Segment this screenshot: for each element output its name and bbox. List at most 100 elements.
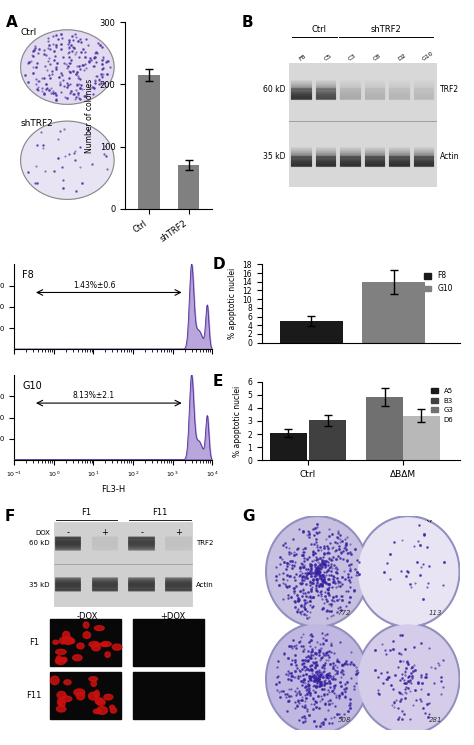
Ellipse shape (110, 708, 117, 713)
Ellipse shape (105, 652, 110, 657)
Bar (309, 420, 346, 460)
Y-axis label: % apoptotic nuclei: % apoptotic nuclei (233, 385, 242, 457)
Text: TRF2: TRF2 (196, 540, 214, 546)
Bar (50, 618, 121, 666)
Ellipse shape (76, 692, 85, 700)
Ellipse shape (73, 655, 82, 661)
Text: Actin: Actin (196, 582, 214, 588)
Ellipse shape (63, 636, 73, 644)
Y-axis label: Number of colonies: Number of colonies (85, 78, 94, 153)
Ellipse shape (64, 680, 71, 685)
Ellipse shape (63, 631, 70, 639)
Ellipse shape (74, 689, 85, 696)
Bar (270, 433, 307, 460)
Ellipse shape (56, 706, 66, 712)
Text: DOX: DOX (35, 530, 50, 536)
Bar (133, 618, 204, 666)
Ellipse shape (57, 699, 63, 706)
Ellipse shape (61, 696, 72, 702)
Bar (280, 321, 343, 343)
Ellipse shape (53, 640, 59, 644)
Text: 113: 113 (429, 610, 442, 616)
Text: +: + (101, 528, 108, 537)
Text: G10: G10 (22, 381, 42, 391)
Ellipse shape (268, 518, 367, 625)
Bar (363, 282, 425, 343)
Ellipse shape (357, 623, 460, 735)
Ellipse shape (83, 622, 89, 628)
Ellipse shape (109, 706, 115, 709)
Ellipse shape (97, 706, 108, 714)
Text: TRF2: TRF2 (440, 85, 459, 94)
Bar (138, 75, 160, 209)
Y-axis label: % apoptotic nuclei: % apoptotic nuclei (228, 268, 237, 339)
Ellipse shape (68, 638, 75, 644)
Text: F1: F1 (81, 508, 91, 517)
Ellipse shape (59, 700, 65, 707)
Text: D: D (212, 256, 225, 272)
Legend: A5, B3, G3, D6: A5, B3, G3, D6 (428, 385, 456, 425)
Ellipse shape (91, 644, 100, 651)
Text: F1: F1 (29, 638, 39, 647)
Text: -: - (66, 528, 69, 537)
Bar (54, 522, 192, 606)
Ellipse shape (94, 626, 104, 630)
Text: F11: F11 (268, 670, 283, 679)
Ellipse shape (57, 691, 66, 699)
Text: G: G (242, 510, 255, 524)
Text: -DOX: -DOX (314, 520, 336, 529)
Text: F11: F11 (153, 508, 168, 517)
Ellipse shape (89, 676, 98, 681)
Text: F8: F8 (22, 270, 34, 280)
Ellipse shape (359, 518, 458, 625)
Ellipse shape (101, 642, 107, 647)
Text: B: B (242, 15, 254, 30)
Ellipse shape (93, 709, 101, 714)
Text: 35 kD: 35 kD (29, 582, 50, 588)
Text: F11: F11 (27, 691, 42, 700)
Text: 8.13%±2.1: 8.13%±2.1 (73, 391, 115, 400)
Bar (178, 165, 200, 209)
Ellipse shape (83, 632, 91, 638)
Text: D2: D2 (397, 52, 407, 62)
Ellipse shape (357, 516, 460, 627)
Text: +DOX: +DOX (408, 520, 433, 529)
Text: -DOX: -DOX (77, 612, 98, 621)
Text: 60 kD: 60 kD (29, 540, 50, 546)
Ellipse shape (268, 625, 367, 732)
Legend: F8, G10: F8, G10 (420, 268, 456, 297)
Text: 772: 772 (337, 610, 351, 616)
Text: F1: F1 (268, 562, 278, 571)
Text: Ctrl: Ctrl (20, 28, 37, 37)
Bar (133, 672, 204, 720)
Text: C3: C3 (347, 53, 357, 62)
Text: G10: G10 (421, 50, 435, 62)
Ellipse shape (94, 691, 100, 698)
Ellipse shape (91, 681, 96, 686)
Ellipse shape (101, 641, 111, 647)
Ellipse shape (20, 30, 114, 104)
Text: 1.43%±0.6: 1.43%±0.6 (73, 281, 115, 290)
Text: Actin: Actin (440, 152, 459, 161)
Ellipse shape (50, 676, 59, 685)
Ellipse shape (112, 644, 122, 650)
Ellipse shape (97, 700, 105, 706)
Text: shTRF2: shTRF2 (371, 25, 401, 34)
Ellipse shape (77, 643, 84, 649)
Text: 60 kD: 60 kD (263, 85, 285, 94)
Text: F8: F8 (299, 53, 308, 62)
Text: E: E (212, 374, 223, 389)
Ellipse shape (59, 638, 66, 644)
Text: C5: C5 (323, 53, 333, 62)
Text: F: F (4, 510, 15, 524)
Ellipse shape (266, 623, 369, 735)
Text: shTRF2: shTRF2 (20, 119, 54, 128)
Ellipse shape (95, 698, 103, 704)
Text: +DOX: +DOX (160, 612, 185, 621)
X-axis label: FL3-H: FL3-H (101, 485, 125, 494)
Ellipse shape (56, 656, 62, 663)
Ellipse shape (62, 657, 67, 662)
Ellipse shape (359, 625, 458, 732)
Text: Ctrl: Ctrl (312, 25, 327, 34)
Ellipse shape (104, 694, 113, 700)
